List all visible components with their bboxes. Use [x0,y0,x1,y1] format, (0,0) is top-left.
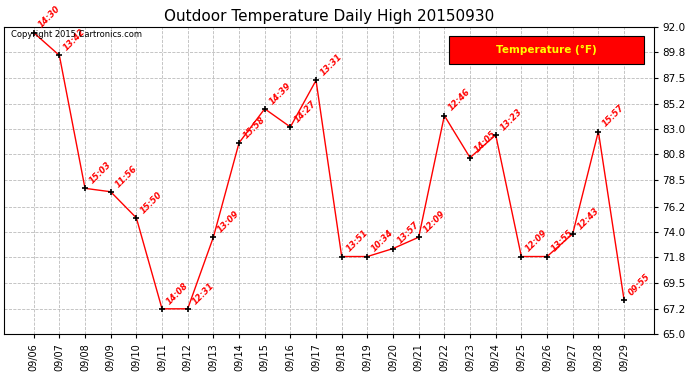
Text: 14:27: 14:27 [293,99,319,124]
Text: 15:58: 15:58 [241,115,267,140]
Text: 15:50: 15:50 [139,190,164,215]
Text: 14:08: 14:08 [165,280,190,306]
Text: 14:39: 14:39 [268,81,293,106]
Text: 12:46: 12:46 [447,87,473,113]
Text: 12:09: 12:09 [422,209,447,234]
Text: 13:42: 13:42 [62,27,88,53]
Text: 13:23: 13:23 [498,107,524,132]
Title: Outdoor Temperature Daily High 20150930: Outdoor Temperature Daily High 20150930 [164,9,494,24]
Text: 13:51: 13:51 [344,228,370,254]
Text: 13:55: 13:55 [550,228,575,254]
Text: 12:31: 12:31 [190,280,216,306]
Text: 10:34: 10:34 [370,228,395,254]
Bar [449,36,644,64]
Text: 09:55: 09:55 [627,272,652,297]
Text: 14:05: 14:05 [473,129,498,155]
Text: 11:56: 11:56 [113,164,139,189]
Text: 13:09: 13:09 [216,209,241,234]
Text: Copyright 2015 Cartronics.com: Copyright 2015 Cartronics.com [10,30,141,39]
Text: 15:57: 15:57 [601,104,627,129]
Text: Temperature (°F): Temperature (°F) [496,45,597,55]
Text: 15:03: 15:03 [88,160,113,186]
Text: 12:09: 12:09 [524,228,549,254]
Text: 13:31: 13:31 [319,52,344,78]
Text: 14:30: 14:30 [37,4,62,30]
Text: 13:57: 13:57 [396,220,421,246]
Text: 12:43: 12:43 [575,206,601,231]
